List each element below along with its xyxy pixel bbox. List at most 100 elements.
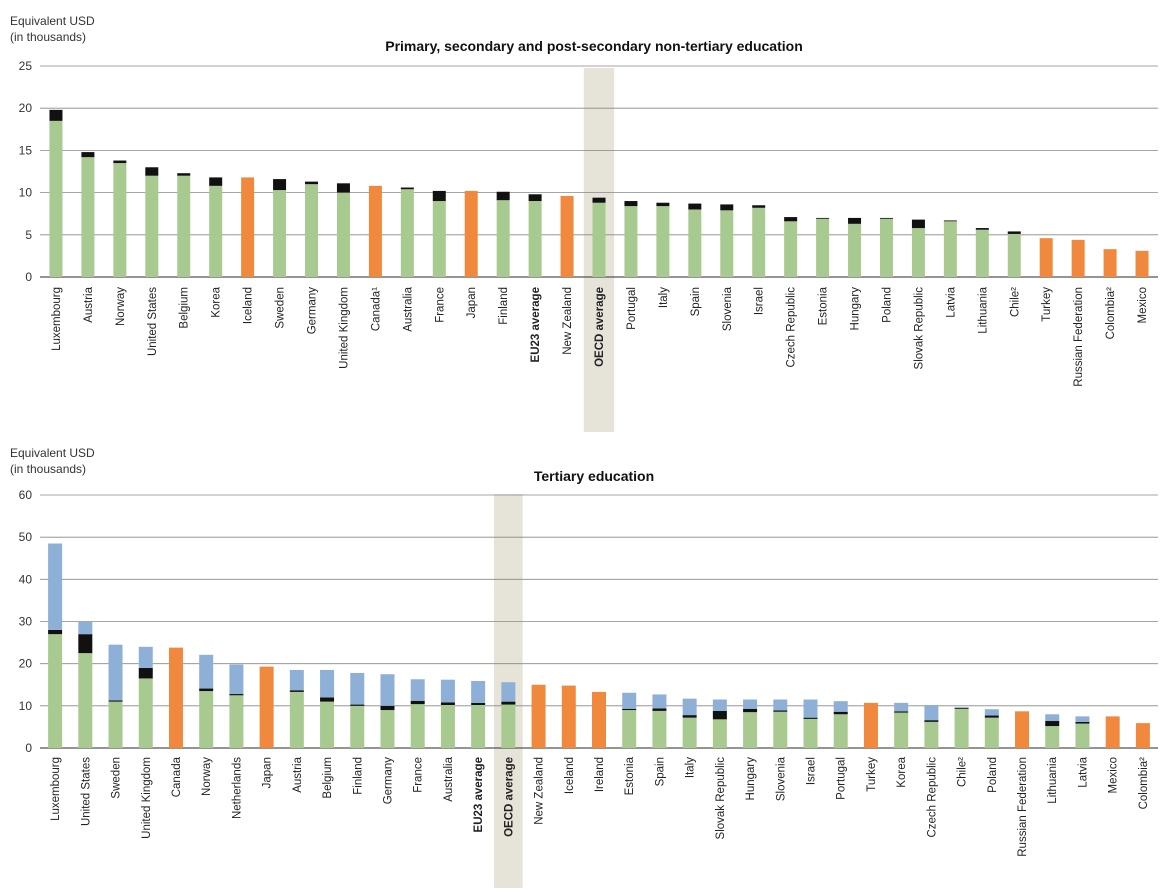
bar-segment-blue [138,646,153,668]
bar-segment-green [975,229,989,277]
bar-segment-blue [1045,714,1060,722]
bar-segment-black [199,688,214,692]
category-label: Norway [201,757,213,796]
category-label: Canada [171,756,183,797]
bar-segment-green [336,192,350,277]
bar-segment-orange [259,666,274,748]
y-axis-label-line2: (in thousands) [10,462,86,476]
bar-segment-orange [1039,238,1053,277]
category-label: Turkey [1041,287,1053,322]
bar-germany [305,181,319,277]
bar-segment-blue [743,699,758,709]
category-label: Italy [685,757,697,778]
bar-segment-black [320,697,335,702]
bar-segment-green [688,209,702,277]
bar-japan [259,666,274,748]
bar-new-zealand [560,195,574,277]
category-label: Spain [654,757,666,786]
bar-segment-green [682,717,697,748]
bar-segment-black [833,711,848,715]
category-label: United States [80,757,92,826]
bar-norway [199,654,214,748]
bar-segment-black [380,705,395,711]
bar-segment-blue [984,709,999,716]
bar-segment-black [984,715,999,718]
bar-segment-black [624,201,638,207]
bar-canada- [368,185,382,277]
bar-segment-orange [464,190,478,277]
bar-segment-green [108,701,123,748]
category-label: Lithuania [1047,756,1059,803]
bar-finland [496,191,510,277]
category-label: Austria [292,756,304,792]
category-label: Russian Federation [1073,287,1085,387]
category-label: Slovak Republic [913,287,925,370]
bar-segment-black [209,177,223,186]
bar-luxembourg [48,543,63,748]
bar-austria [289,669,304,748]
bar-latvia [943,220,957,277]
bar-segment-black [145,167,159,176]
bar-segment-green [624,206,638,277]
bar-segment-orange [1105,716,1120,748]
bar-segment-blue [652,694,667,709]
bar-slovenia [773,699,788,748]
bar-segment-blue [622,692,637,709]
bar-segment-green [833,714,848,748]
category-label: United States [147,287,159,356]
category-label: Germany [307,287,319,335]
category-label: Germany [382,757,394,805]
bar-israel [803,699,818,748]
bar-segment-blue [229,664,244,695]
category-label: Belgium [322,757,334,799]
bar-eu23-average [528,194,542,277]
bar-russian-federation [1015,711,1030,748]
category-label: Iceland [243,287,255,324]
bar-segment-green [49,120,63,277]
bar-segment-blue [682,698,697,716]
category-label: Slovak Republic [715,757,727,840]
bar-segment-green [138,678,153,748]
bar-segment-blue [410,679,425,701]
bar-segment-black [273,179,287,191]
bar-segment-black [289,690,304,692]
category-label: Korea [896,756,908,787]
bar-segment-green [380,710,395,748]
category-label: Mexico [1137,287,1149,323]
bar-oecd-average [501,682,516,748]
bar-segment-black [879,217,893,219]
category-label: Australia [443,756,455,801]
category-label: Chile² [957,757,969,787]
bar-portugal [624,201,638,277]
bar-segment-green [911,228,925,277]
y-tick-label: 5 [25,228,32,242]
category-label: Israel [806,757,818,785]
bar-segment-black [336,183,350,193]
category-label: Chile² [1009,287,1021,317]
category-label: Netherlands [231,757,243,819]
category-label: Spain [690,287,702,316]
chart-tertiary: Equivalent USD (in thousands) Tertiary e… [10,446,1158,888]
category-label: Luxembourg [51,287,63,351]
bar-segment-green [743,712,758,748]
bar-spain [688,203,702,277]
bar-segment-green [229,695,244,748]
category-label: Iceland [564,757,576,794]
bar-segment-blue [48,543,63,630]
category-label: Slovenia [775,756,787,801]
category-label: Finland [498,287,510,325]
bar-france [410,679,425,748]
bar-iceland [241,177,255,277]
bar-segment-green [784,221,798,277]
bar-segment-green [432,201,446,277]
bar-spain [652,694,667,748]
bar-segment-green [289,691,304,748]
bar-czech-republic [924,704,939,748]
bar-segment-blue [78,621,93,635]
bar-latvia [1075,716,1090,748]
category-label: OECD average [594,287,606,367]
y-tick-label: 30 [19,615,33,629]
bar-segment-orange [592,691,606,748]
bar-segment-green [471,704,486,748]
